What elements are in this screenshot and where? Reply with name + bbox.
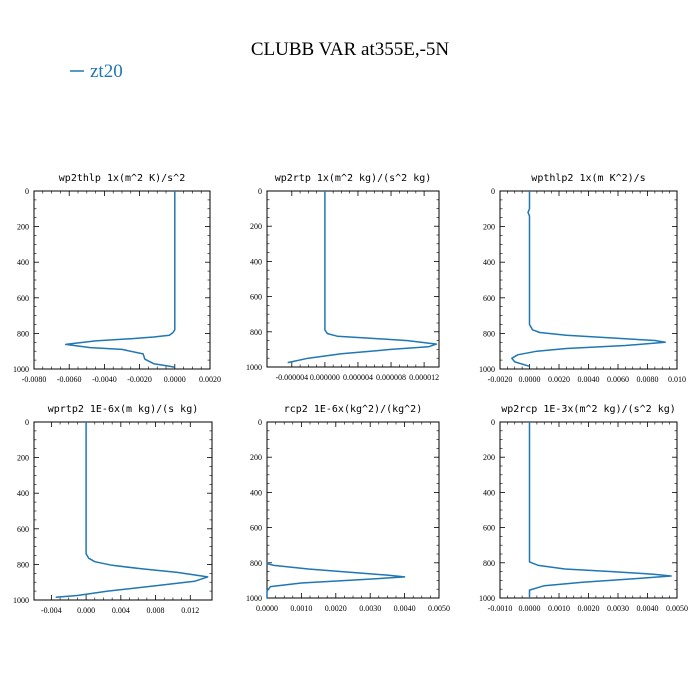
y-tick-label: 800 (250, 559, 262, 568)
y-tick-label: 600 (17, 525, 29, 534)
panel-3: wpthlp2 1x(m K^2)/s 0 200 400 600 800 1000-0.0… (479, 173, 686, 384)
y-tick-label: 200 (483, 223, 495, 232)
series-line-zt20 (528, 422, 672, 598)
y-tick-label: 400 (250, 488, 262, 497)
series-line-zt20 (55, 422, 209, 599)
y-tick-label: 800 (250, 328, 262, 337)
y-tick-label: 600 (483, 524, 495, 533)
x-tick-label: 0.004 (112, 606, 130, 615)
y-tick-label: 200 (250, 222, 262, 231)
x-tick-label: 0.0000 (256, 604, 278, 613)
x-tick-label: 0.0040 (578, 375, 600, 384)
x-tick-label: 0.0000 (164, 375, 186, 384)
x-tick-label: 0.0010 (548, 604, 570, 613)
x-tick-label: 0.0020 (578, 604, 600, 613)
y-tick-label: 0 (258, 187, 262, 196)
figure-title: CLUBB VAR at355E,-5N (251, 39, 450, 60)
panel-5: rcp2 1E-6x(kg^2)/(kg^2) 0 200 400 600 800 1000… (246, 404, 450, 613)
y-tick-label: 200 (483, 453, 495, 462)
y-tick-label: 400 (250, 257, 262, 266)
x-tick-label: 0.0050 (428, 604, 450, 613)
x-tick-label: 0.0030 (607, 604, 629, 613)
panel-4: wprtp2 1E-6x(m kg)/(s kg) 0 200 400 600 800 10… (13, 404, 213, 615)
series-line-zt20 (287, 191, 438, 364)
panel-title: wp2rcp 1E-3x(m^2 kg)/(s^2 kg) (501, 404, 676, 415)
series-line-zt20 (64, 191, 176, 368)
y-tick-label: 1000 (13, 596, 29, 605)
x-tick-label: 0.0030 (359, 604, 381, 613)
x-tick-label: 0.010 (668, 375, 686, 384)
series-line-zt20 (266, 561, 406, 598)
y-tick-label: 800 (483, 559, 495, 568)
y-tick-label: 400 (483, 488, 495, 497)
y-tick-label: 400 (483, 258, 495, 267)
x-tick-label: 0.000000 (310, 373, 340, 382)
x-tick-label: -0.0020 (127, 375, 152, 384)
panels: wp2thlp 1x(m^2 K)/s^202004006008001000-0… (13, 173, 688, 615)
y-tick-label: 0 (258, 418, 262, 427)
x-tick-label: 0.0000 (519, 604, 541, 613)
y-tick-label: 1000 (246, 594, 262, 603)
x-tick-label: 0.0040 (394, 604, 416, 613)
y-tick-label: 800 (17, 329, 29, 338)
y-tick-label: 0 (491, 418, 495, 427)
x-tick-label: -0.0040 (92, 375, 117, 384)
x-tick-label: 0.012 (181, 606, 199, 615)
x-tick-label: 0.008 (147, 606, 165, 615)
panel-title: rcp2 1E-6x(kg^2)/(kg^2) (284, 404, 422, 415)
x-tick-label: 0.0020 (199, 375, 221, 384)
x-tick-label: 0.0080 (637, 375, 659, 384)
y-tick-label: 0 (25, 187, 29, 196)
y-tick-label: 0 (25, 418, 29, 427)
y-tick-label: 800 (483, 329, 495, 338)
y-tick-label: 200 (250, 453, 262, 462)
panel-title: wpthlp2 1x(m K^2)/s (531, 173, 645, 184)
y-tick-label: 600 (250, 524, 262, 533)
x-tick-label: -0.000004 (275, 373, 308, 382)
panel-title: wprtp2 1E-6x(m kg)/(s kg) (48, 404, 199, 415)
x-tick-label: 0.0000 (519, 375, 541, 384)
y-tick-label: 200 (17, 454, 29, 463)
y-tick-label: 600 (17, 294, 29, 303)
plot-frame (499, 190, 678, 370)
x-tick-label: 0.0050 (666, 604, 688, 613)
x-tick-label: 0.000 (77, 606, 95, 615)
x-tick-label: 0.000012 (409, 373, 439, 382)
panel-1: wp2thlp 1x(m^2 K)/s^202004006008001000-0… (13, 173, 221, 384)
y-tick-label: 200 (17, 223, 29, 232)
x-tick-label: 0.0060 (607, 375, 629, 384)
legend: zt20 (70, 61, 123, 82)
y-tick-label: 1000 (479, 365, 495, 374)
y-tick-label: 800 (17, 560, 29, 569)
plot-frame (499, 421, 678, 599)
plot-frame (266, 421, 440, 599)
y-tick-label: 1000 (246, 363, 262, 372)
x-tick-label: 0.000008 (376, 373, 406, 382)
panel-2: wp2rtp 1x(m^2 kg)/(s^2 kg) 0 200 400 600 800 1… (246, 173, 440, 382)
y-tick-label: 1000 (13, 365, 29, 374)
x-tick-label: 0.0010 (290, 604, 312, 613)
x-tick-label: -0.0020 (488, 375, 513, 384)
x-tick-label: 0.0020 (548, 375, 570, 384)
y-tick-label: 400 (17, 258, 29, 267)
y-tick-label: 600 (250, 293, 262, 302)
y-tick-label: 600 (483, 294, 495, 303)
x-tick-label: 0.0040 (637, 604, 659, 613)
y-tick-label: 1000 (479, 594, 495, 603)
series-line-zt20 (511, 191, 666, 368)
x-tick-label: -0.004 (41, 606, 62, 615)
x-tick-label: 0.0020 (325, 604, 347, 613)
legend-label-zt20: zt20 (90, 61, 123, 82)
x-tick-label: -0.0080 (22, 375, 47, 384)
plot-frame (33, 190, 211, 370)
y-tick-label: 400 (17, 489, 29, 498)
x-tick-label: 0.000004 (343, 373, 373, 382)
x-tick-label: -0.0010 (488, 604, 513, 613)
panel-title: wp2rtp 1x(m^2 kg)/(s^2 kg) (275, 173, 432, 184)
panel-6: wp2rcp 1E-3x(m^2 kg)/(s^2 kg) 0 200 400 600 8… (479, 404, 688, 613)
panel-title: wp2thlp 1x(m^2 K)/s^2 (59, 173, 185, 184)
x-tick-label: -0.0060 (57, 375, 82, 384)
y-tick-label: 0 (491, 187, 495, 196)
